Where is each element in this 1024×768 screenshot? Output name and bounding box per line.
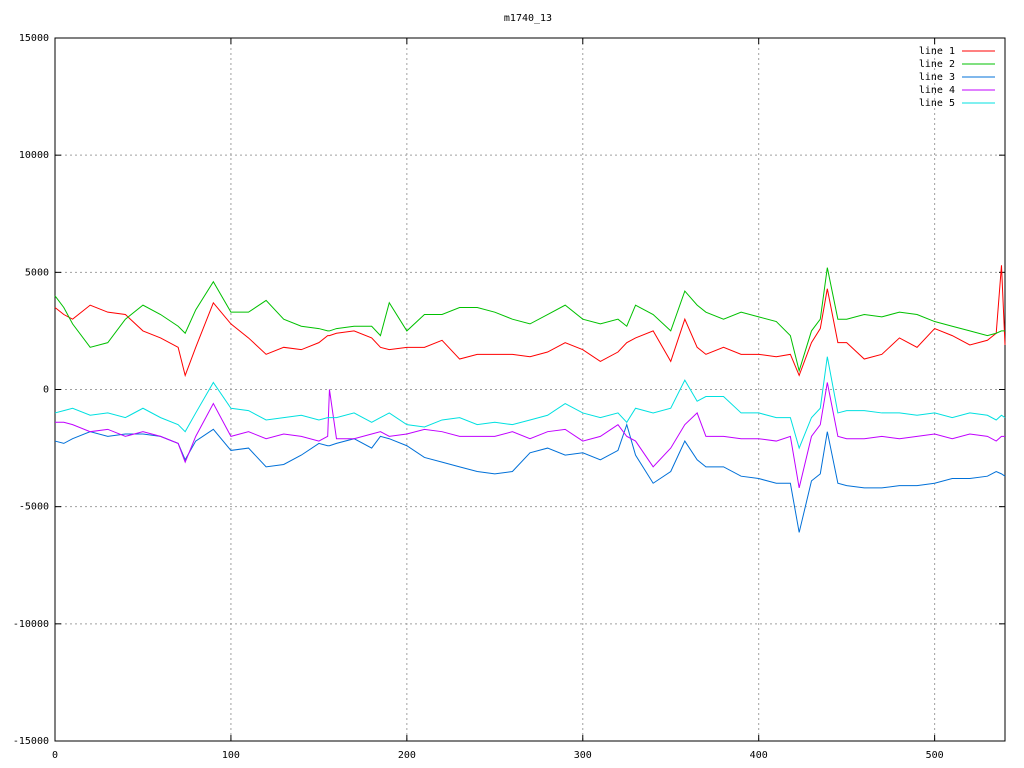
y-tick-label: -5000 [19, 502, 49, 513]
legend-label: line 4 [919, 85, 955, 96]
legend-label: line 1 [919, 46, 955, 57]
y-tick-label: -15000 [13, 736, 49, 747]
x-tick-label: 200 [398, 750, 416, 761]
x-tick-label: 400 [750, 750, 768, 761]
y-tick-label: 0 [43, 385, 49, 396]
chart-title: m1740_13 [504, 13, 552, 24]
data-line [54, 265, 1006, 378]
data-line [54, 422, 1006, 533]
y-tick-label: -10000 [13, 619, 49, 630]
plot-border [54, 37, 1006, 742]
data-line [54, 356, 1006, 450]
x-tick-label: 500 [926, 750, 944, 761]
legend-label: line 5 [919, 98, 955, 109]
legend-label: line 3 [919, 72, 955, 83]
data-line [54, 267, 1005, 373]
x-tick-label: 100 [222, 750, 240, 761]
x-tick-label: 300 [574, 750, 592, 761]
y-tick-label: 15000 [19, 33, 49, 44]
x-tick-label: 0 [52, 750, 58, 761]
y-tick-label: 10000 [19, 150, 49, 161]
data-line [55, 382, 1005, 489]
legend-label: line 2 [919, 59, 955, 70]
y-tick-label: 5000 [25, 267, 49, 278]
